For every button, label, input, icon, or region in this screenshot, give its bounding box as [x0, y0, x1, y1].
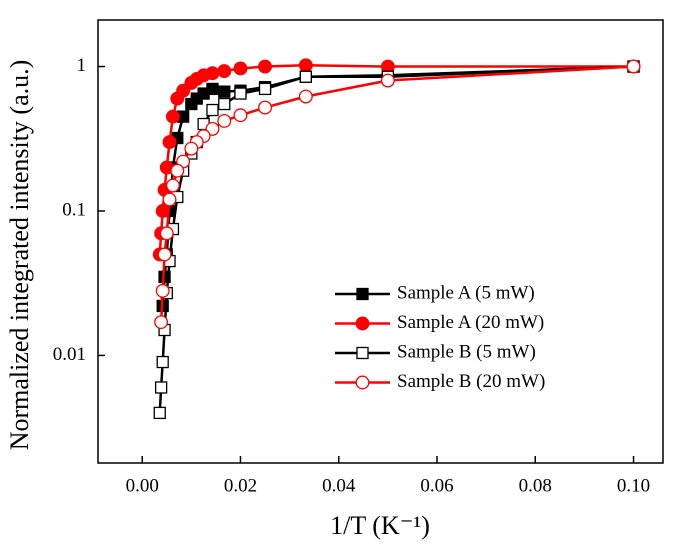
legend-marker: [356, 287, 369, 301]
marker: [233, 61, 248, 76]
marker: [154, 381, 168, 394]
x-tick-label: 0.08: [519, 475, 552, 496]
y-tick-label: 0.1: [62, 199, 86, 220]
marker: [626, 59, 641, 74]
marker: [380, 73, 395, 88]
series-line: [161, 65, 634, 307]
marker: [218, 85, 231, 98]
legend-label: Sample B (5 mW): [397, 341, 536, 362]
marker: [170, 91, 185, 106]
marker: [218, 97, 231, 111]
marker: [206, 103, 219, 117]
series-line: [158, 64, 634, 255]
legend-marker: [355, 316, 370, 331]
marker: [299, 70, 312, 83]
legend-marker: [355, 375, 370, 390]
marker: [165, 109, 180, 124]
marker: [155, 283, 170, 298]
marker: [157, 247, 172, 262]
marker: [156, 355, 169, 369]
plot-frame: [97, 19, 664, 464]
marker: [234, 87, 247, 100]
marker: [162, 135, 177, 150]
x-tick-label: 0.00: [126, 475, 159, 496]
marker: [185, 97, 198, 111]
marker: [258, 82, 272, 96]
marker: [258, 59, 272, 74]
legend-label: Sample A (20 mW): [397, 312, 544, 333]
x-tick-label: 0.06: [420, 475, 453, 496]
marker: [159, 226, 174, 241]
legend-label: Sample B (20 mW): [397, 371, 545, 392]
marker: [162, 192, 177, 207]
marker: [153, 406, 166, 420]
marker: [258, 100, 272, 115]
marker: [233, 108, 248, 123]
marker: [298, 58, 313, 73]
y-tick-label: 1: [77, 55, 87, 76]
x-tick-label: 0.04: [322, 475, 356, 496]
y-axis-label: Normalized integrated intensity (a.u.): [5, 60, 34, 451]
marker: [217, 64, 232, 79]
marker: [184, 141, 199, 156]
y-tick-label: 0.01: [53, 344, 86, 365]
legend-label: Sample A (5 mW): [397, 282, 535, 303]
x-tick-label: 0.10: [617, 475, 650, 496]
marker: [154, 315, 169, 330]
x-axis-label: 1/T (K⁻¹): [330, 511, 430, 540]
marker: [205, 121, 220, 136]
marker: [170, 163, 185, 178]
x-tick-label: 0.02: [224, 475, 257, 496]
marker: [165, 178, 180, 193]
marker: [217, 114, 232, 128]
legend-marker: [356, 346, 369, 360]
marker: [298, 89, 313, 104]
